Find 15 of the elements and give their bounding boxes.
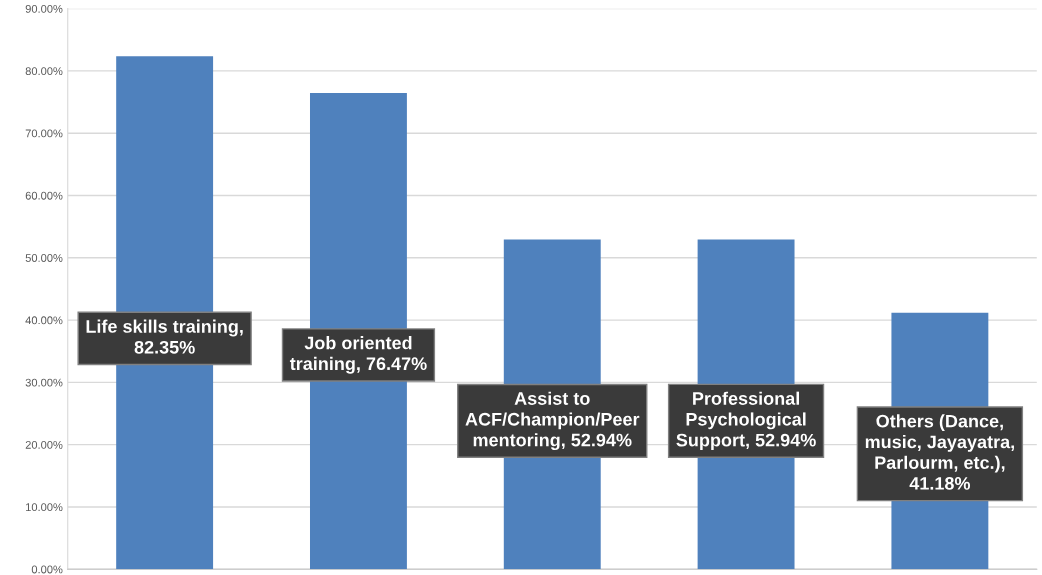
y-tick-label: 10.00% (26, 503, 63, 512)
data-label: Others (Dance, music, Jayayatra, Parlourm, etc.), 41.18% (865, 414, 1014, 490)
y-tick-label: 90.00% (25, 4, 63, 13)
y-tick-label: 0.00% (31, 565, 63, 574)
data-label: Assist to ACF/Champion/Peer mentoring, 52.94% (465, 391, 640, 451)
y-tick-label: 80.00% (25, 67, 63, 76)
y-tick-label: 40.00% (25, 316, 63, 325)
y-tick-label: 70.00% (25, 129, 63, 138)
y-tick-label: 60.00% (25, 191, 63, 200)
y-tick-label: 20.00% (25, 440, 63, 449)
y-tick-label: 30.00% (25, 378, 63, 387)
data-label: Job oriented training, 76.47% (289, 336, 427, 374)
y-tick-label: 50.00% (25, 254, 63, 262)
data-label: Professional Psychological Support, 52.94% (676, 391, 816, 451)
data-label: Life skills training, 82.35% (86, 319, 243, 354)
